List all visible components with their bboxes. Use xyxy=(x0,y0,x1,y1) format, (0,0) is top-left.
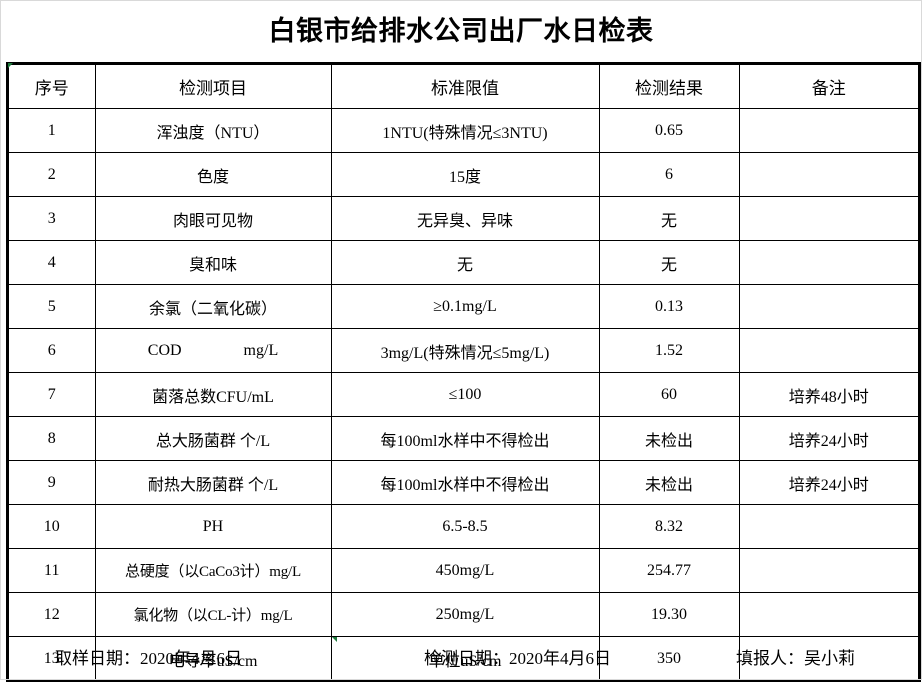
cell-test-item: 臭和味 xyxy=(94,240,332,285)
sheet-top-gridline xyxy=(0,0,922,1)
table-row: 10 PH 6.5-8.5 8.32 xyxy=(7,504,920,549)
cell-sequence-number: 10 xyxy=(7,504,96,549)
cell-test-result: 0.65 xyxy=(598,108,740,153)
table-row: 9 耐热大肠菌群 个/L 每100ml水样中不得检出 未检出 培养24小时 xyxy=(7,460,920,505)
cell-remark: 培养48小时 xyxy=(738,372,920,417)
cell-test-result: 未检出 xyxy=(598,416,740,461)
table-row: 11 总硬度（以CaCo3计）mg/L 450mg/L 254.77 xyxy=(7,548,920,593)
cell-remark xyxy=(738,152,920,197)
table-header-row: 序号 检测项目 标准限值 检测结果 备注 xyxy=(7,63,920,109)
column-header-no: 序号 xyxy=(7,63,96,109)
report-table-wrapper: 序号 检测项目 标准限值 检测结果 备注 1 浑浊度（NTU） 1NTU(特殊情况≤… xyxy=(6,62,921,682)
footer-band: 取样日期：2020年4月6日 检测日期：2020年4月6日 填报人：吴小莉 xyxy=(0,639,922,680)
table-row: 4 臭和味无无 xyxy=(7,240,920,285)
cell-standard-limit: 3mg/L(特殊情况≤5mg/L) xyxy=(330,328,600,373)
cell-test-result: 1.52 xyxy=(598,328,740,373)
table-row: 12 氯化物（以CL-计）mg/L 250mg/L 19.30 xyxy=(7,592,920,637)
cell-test-item: 菌落总数CFU/mL xyxy=(94,372,332,417)
cell-standard-limit: 每100ml水样中不得检出 xyxy=(330,460,600,505)
cell-standard-limit: ≥0.1mg/L xyxy=(330,284,600,329)
cell-test-result: 19.30 xyxy=(598,592,740,637)
cell-test-item: 肉眼可见物 xyxy=(94,196,332,241)
test-item-unit: mg/L xyxy=(243,341,279,359)
test-item-label: COD xyxy=(147,341,182,359)
cell-test-result: 无 xyxy=(598,196,740,241)
cell-test-result: 0.13 xyxy=(598,284,740,329)
cell-sequence-number: 2 xyxy=(7,152,96,197)
selection-marker-bottom xyxy=(332,637,337,642)
selection-marker-top xyxy=(8,63,13,68)
cell-remark xyxy=(738,284,920,329)
cell-standard-limit: 无 xyxy=(330,240,600,285)
cell-test-result: 60 xyxy=(598,372,740,417)
cell-standard-limit: 15度 xyxy=(330,152,600,197)
cell-test-item: 耐热大肠菌群 个/L xyxy=(94,460,332,505)
cell-remark xyxy=(738,196,920,241)
cell-remark: 培养24小时 xyxy=(738,416,920,461)
page-title: 白银市给排水公司出厂水日检表 xyxy=(268,16,654,46)
cell-sequence-number: 3 xyxy=(7,196,96,241)
cell-remark xyxy=(738,240,920,285)
cell-remark xyxy=(738,592,920,637)
cell-sequence-number: 9 xyxy=(7,460,96,505)
cell-sequence-number: 7 xyxy=(7,372,96,417)
cell-sequence-number: 6 xyxy=(7,328,96,373)
cell-sequence-number: 8 xyxy=(7,416,96,461)
table-row: 8 总大肠菌群 个/L 每100ml水样中不得检出 未检出 培养24小时 xyxy=(7,416,920,461)
cell-sequence-number: 4 xyxy=(7,240,96,285)
table-row: 1 浑浊度（NTU） 1NTU(特殊情况≤3NTU) 0.65 xyxy=(7,108,920,153)
cell-sequence-number: 11 xyxy=(7,548,96,593)
cell-test-result: 350 xyxy=(598,636,740,682)
cell-sequence-number: 1 xyxy=(7,108,96,153)
column-header-std: 标准限值 xyxy=(330,63,600,109)
cell-test-item: COD mg/L xyxy=(94,328,332,373)
sheet-left-gridline xyxy=(0,0,1,680)
cell-test-result: 254.77 xyxy=(598,548,740,593)
table-row: 13 电导率uS/cm 单位uS/cm 350 xyxy=(7,636,920,682)
cell-standard-limit: 6.5-8.5 xyxy=(330,504,600,549)
column-header-res: 检测结果 xyxy=(598,63,740,109)
footer-sample-date: 取样日期：2020年4月6日 xyxy=(55,649,242,668)
report-table-body: 序号 检测项目 标准限值 检测结果 备注 1 浑浊度（NTU） 1NTU(特殊情况≤… xyxy=(7,63,920,682)
cell-standard-limit: 250mg/L xyxy=(330,592,600,637)
cell-test-item: 总硬度（以CaCo3计）mg/L xyxy=(94,548,332,593)
cell-test-item: 浑浊度（NTU） xyxy=(94,108,332,153)
table-row: 6 COD mg/L 3mg/L(特殊情况≤5mg/L) 1.52 xyxy=(7,328,920,373)
cell-standard-limit: ≤100 xyxy=(330,372,600,417)
cell-remark xyxy=(738,108,920,153)
cell-test-item: 电导率uS/cm xyxy=(94,636,332,682)
footer-test-date: 检测日期：2020年4月6日 xyxy=(424,649,611,668)
cell-test-item: PH xyxy=(94,504,332,549)
cell-test-result: 未检出 xyxy=(598,460,740,505)
cell-test-item: 总大肠菌群 个/L xyxy=(94,416,332,461)
cell-remark xyxy=(738,548,920,593)
cell-test-result: 8.32 xyxy=(598,504,740,549)
footer-filled-by: 填报人：吴小莉 xyxy=(736,649,855,668)
cell-test-item: 余氯（二氧化碳） xyxy=(94,284,332,329)
table-row: 7 菌落总数CFU/mL ≤100 60 培养48小时 xyxy=(7,372,920,417)
column-header-note: 备注 xyxy=(738,63,920,109)
cell-sequence-number: 12 xyxy=(7,592,96,637)
report-table: 序号 检测项目 标准限值 检测结果 备注 1 浑浊度（NTU） 1NTU(特殊情况≤… xyxy=(6,62,921,682)
cell-remark xyxy=(738,504,920,549)
cell-test-result: 无 xyxy=(598,240,740,285)
cell-remark xyxy=(738,328,920,373)
cell-standard-limit: 每100ml水样中不得检出 xyxy=(330,416,600,461)
cell-test-item: 色度 xyxy=(94,152,332,197)
table-row: 3 肉眼可见物 无异臭、异味无 xyxy=(7,196,920,241)
column-header-item: 检测项目 xyxy=(94,63,332,109)
cell-test-result: 6 xyxy=(598,152,740,197)
table-row: 2 色度 15度 6 xyxy=(7,152,920,197)
cell-standard-limit: 450mg/L xyxy=(330,548,600,593)
cell-standard-limit: 1NTU(特殊情况≤3NTU) xyxy=(330,108,600,153)
cell-sequence-number: 5 xyxy=(7,284,96,329)
table-row: 5 余氯（二氧化碳） ≥0.1mg/L 0.13 xyxy=(7,284,920,329)
cell-test-item: 氯化物（以CL-计）mg/L xyxy=(94,592,332,637)
cell-remark: 培养24小时 xyxy=(738,460,920,505)
cell-standard-limit: 无异臭、异味 xyxy=(330,196,600,241)
